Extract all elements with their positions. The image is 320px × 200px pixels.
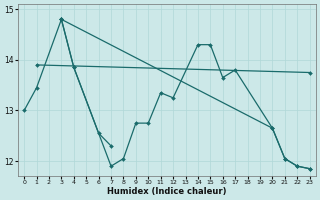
X-axis label: Humidex (Indice chaleur): Humidex (Indice chaleur) [107,187,227,196]
